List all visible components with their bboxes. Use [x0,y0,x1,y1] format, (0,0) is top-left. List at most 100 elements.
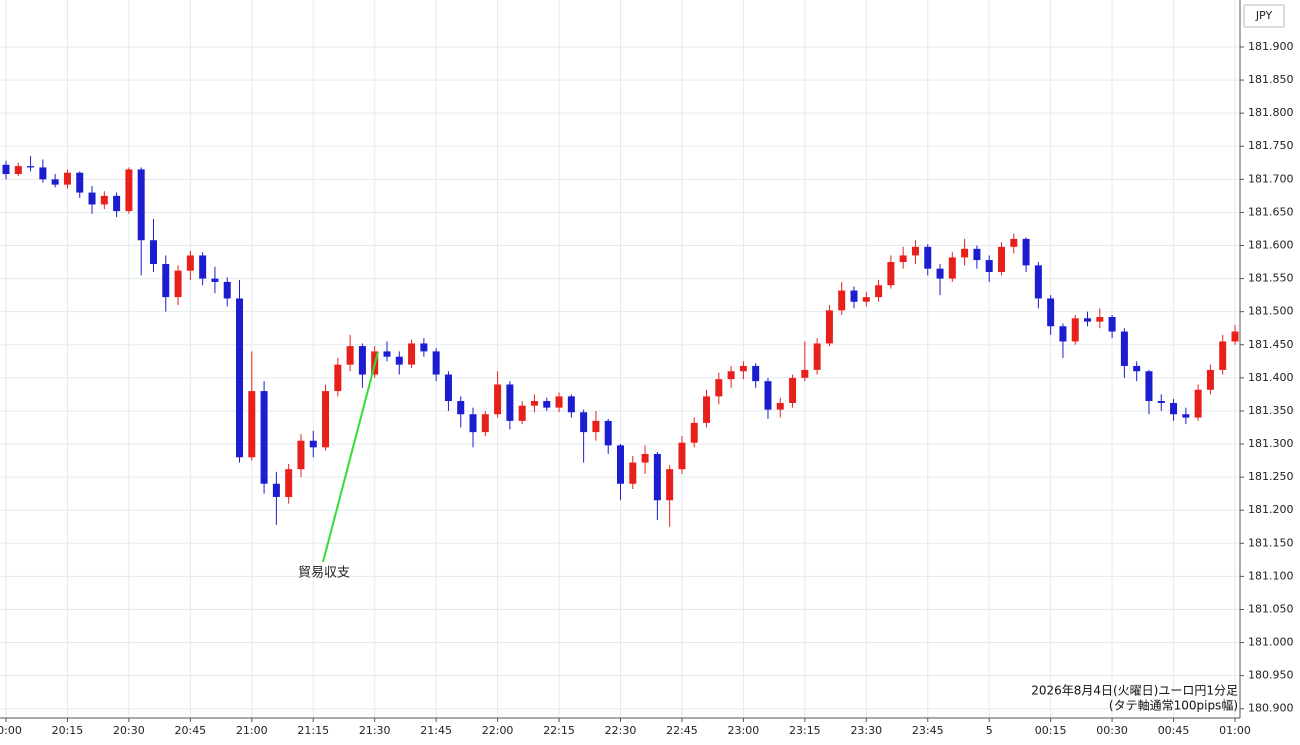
candle-body [211,278,219,282]
y-tick-label: 181.450 [1248,338,1294,351]
candle-body [334,364,342,392]
candle-body [297,440,305,470]
candle-body [481,414,489,433]
x-tick-label: 22:00 [482,724,514,737]
grid [0,0,1240,718]
candle-body [76,172,84,193]
x-tick-label: 21:00 [236,724,268,737]
candle-body [727,371,735,380]
y-tick-label: 181.550 [1248,272,1294,285]
candle-body [223,281,231,299]
candle-body [1194,389,1202,418]
candle-body [641,453,649,463]
candle-body [985,260,993,272]
candle-body [506,384,514,421]
candle-body [63,172,71,185]
candle-body [199,255,207,279]
candle-body [1206,369,1214,390]
candle-body [555,396,563,408]
candles [2,156,1239,527]
x-tick-label: 20:00 [0,724,22,737]
x-tick-label: 20:15 [52,724,84,737]
x-tick-label: 23:15 [789,724,821,737]
candle-body [764,381,772,410]
y-tick-label: 181.350 [1248,404,1294,417]
y-tick-label: 181.100 [1248,569,1294,582]
candle-body [690,422,698,443]
annotation-pointer [322,351,379,563]
candle-body [518,405,526,421]
candle-body [285,469,293,497]
x-tick-label: 21:30 [359,724,391,737]
candle-body [125,169,133,212]
candle-body [592,420,600,433]
candle-body [395,356,403,365]
candle-body [875,285,883,298]
candle-body [1071,318,1079,342]
candle-body [383,351,391,357]
candle-body [457,401,465,415]
candle-body [813,343,821,370]
candle-body [629,462,637,484]
candle-body [924,246,932,269]
candle-body [961,248,969,258]
candle-body [1145,371,1153,402]
candle-body [1157,401,1165,404]
candle-body [850,290,858,302]
candle-body [1108,316,1116,332]
y-tick-label: 181.050 [1248,602,1294,615]
candle-body [100,195,108,205]
candle-body [137,169,145,241]
candle-body [186,255,194,271]
candle-body [27,166,35,168]
candle-body [899,255,907,263]
candle-body [174,270,182,298]
candle-body [1084,318,1092,322]
y-tick-label: 181.650 [1248,205,1294,218]
candle-body [248,391,256,458]
candle-body [825,310,833,344]
candle-body [88,192,96,205]
y-tick-label: 181.600 [1248,239,1294,252]
annotation: 貿易収支 [298,566,350,581]
candle-body [752,365,760,382]
x-tick-label: 01:00 [1219,724,1251,737]
candle-body [1231,331,1239,342]
candle-body [678,442,686,470]
candle-body [580,412,588,433]
candle-body [2,164,10,175]
x-tick-label: 22:45 [666,724,698,737]
candle-body [653,453,661,501]
candle-body [149,240,157,265]
x-tick-label: 00:30 [1096,724,1128,737]
x-tick-label: 22:15 [543,724,575,737]
x-tick-label: 21:45 [420,724,452,737]
candle-body [408,343,416,365]
candle-body [420,343,428,352]
candle-body [739,365,747,372]
candle-body [260,391,268,484]
candle-body [236,298,244,458]
candle-body [715,379,723,397]
y-tick-label: 181.000 [1248,636,1294,649]
candle-body [113,195,121,212]
x-tick-label: 00:45 [1158,724,1190,737]
candle-body [432,351,440,375]
x-tick-label: 21:15 [297,724,329,737]
chart-note: 2026年8月4日(火曜日)ユーロ円1分足 [1031,684,1238,698]
y-axis-label: JPY [1255,9,1273,22]
candle-body [14,166,22,175]
candle-body [789,377,797,404]
candle-body [801,369,809,378]
candle-body [469,414,477,433]
candle-body [322,391,330,448]
chart-note: (タテ軸通常100pips幅) [1109,698,1238,713]
x-tick-label: 23:00 [728,724,760,737]
candle-body [51,179,59,185]
candle-body [666,469,674,501]
candle-body [1022,238,1030,266]
candle-body [1219,341,1227,370]
candle-body [997,246,1005,272]
candle-body [162,264,170,298]
